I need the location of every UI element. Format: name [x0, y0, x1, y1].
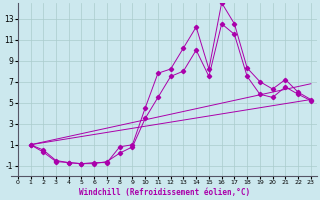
X-axis label: Windchill (Refroidissement éolien,°C): Windchill (Refroidissement éolien,°C) [79, 188, 250, 197]
